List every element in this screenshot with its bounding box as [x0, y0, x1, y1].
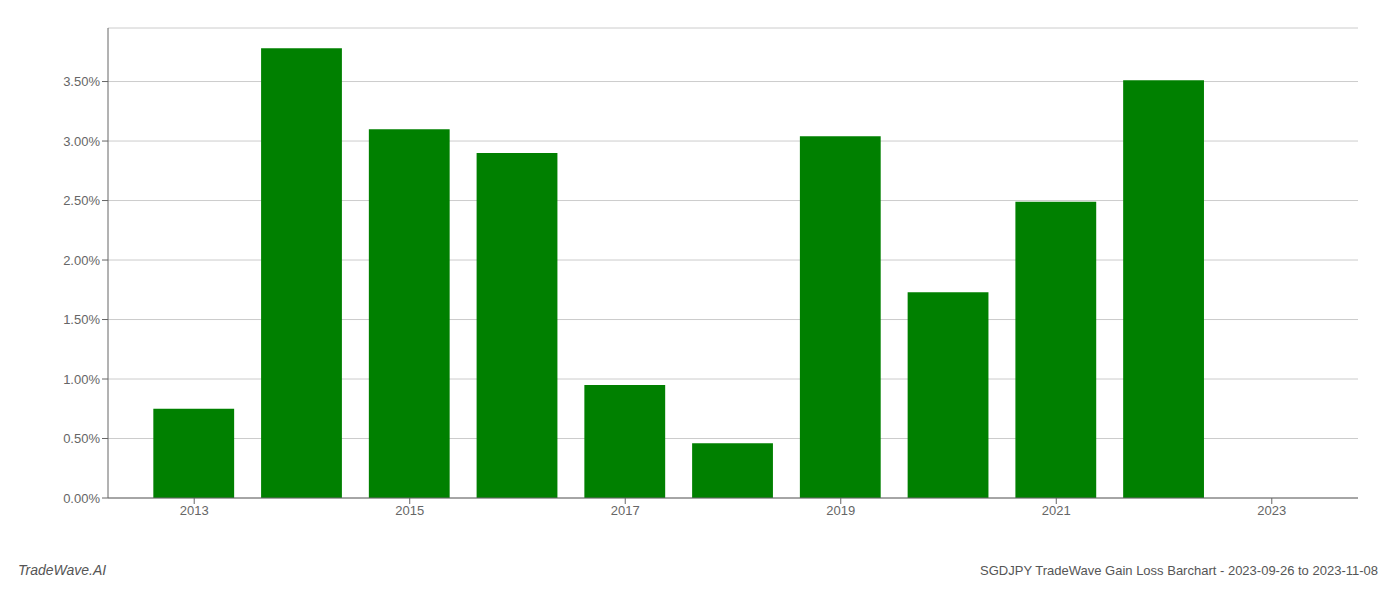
svg-text:3.50%: 3.50%: [63, 74, 100, 89]
svg-text:2.50%: 2.50%: [63, 193, 100, 208]
svg-text:0.50%: 0.50%: [63, 431, 100, 446]
svg-text:2019: 2019: [826, 503, 855, 518]
svg-text:1.00%: 1.00%: [63, 372, 100, 387]
svg-text:2023: 2023: [1257, 503, 1286, 518]
svg-text:3.00%: 3.00%: [63, 134, 100, 149]
svg-text:2017: 2017: [611, 503, 640, 518]
svg-text:2013: 2013: [180, 503, 209, 518]
html-text:SGDJPY TradeWave Gain Loss Bar: SGDJPY TradeWave Gain Loss Barchart - 20…: [980, 563, 1378, 578]
svg-text:2021: 2021: [1042, 503, 1071, 518]
svg-text:1.50%: 1.50%: [63, 312, 100, 327]
svg-text:2.00%: 2.00%: [63, 253, 100, 268]
html-text:TradeWave.AI: TradeWave.AI: [18, 562, 107, 578]
svg-text:2015: 2015: [395, 503, 424, 518]
svg-text:0.00%: 0.00%: [63, 491, 100, 506]
